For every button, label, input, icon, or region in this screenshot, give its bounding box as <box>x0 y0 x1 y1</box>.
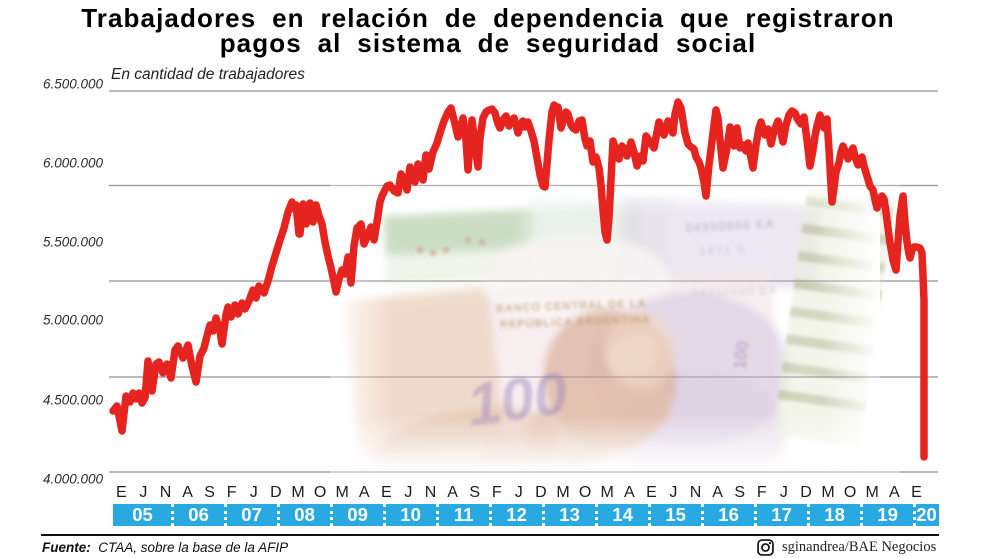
svg-text:M: M <box>601 484 614 501</box>
svg-text:O: O <box>844 484 856 501</box>
svg-text:J: J <box>780 484 788 501</box>
svg-text:A: A <box>182 484 193 501</box>
svg-text:N: N <box>160 484 172 501</box>
svg-text:04950660 EA: 04950660 EA <box>685 216 775 235</box>
svg-text:100: 100 <box>730 340 752 370</box>
svg-text:D: D <box>535 484 547 501</box>
svg-text:M: M <box>291 484 304 501</box>
svg-text:J: J <box>404 484 412 501</box>
svg-text:J: J <box>250 484 258 501</box>
svg-text:J: J <box>139 484 147 501</box>
svg-text:BANCO CENTRAL DE LA: BANCO CENTRAL DE LA <box>496 298 647 315</box>
svg-text:A: A <box>712 484 723 501</box>
svg-text:E: E <box>116 484 127 501</box>
svg-text:O: O <box>579 484 591 501</box>
svg-text:J: J <box>515 484 523 501</box>
svg-text:04950660 EA: 04950660 EA <box>692 285 779 300</box>
svg-text:M: M <box>556 484 569 501</box>
svg-text:E: E <box>646 484 657 501</box>
svg-text:F: F <box>757 484 767 501</box>
svg-text:E: E <box>381 484 392 501</box>
svg-text:J: J <box>669 484 677 501</box>
svg-text:M: M <box>866 484 879 501</box>
svg-text:S: S <box>469 484 480 501</box>
svg-text:S: S <box>734 484 745 501</box>
svg-text:F: F <box>492 484 502 501</box>
svg-text:N: N <box>425 484 437 501</box>
svg-text:O: O <box>314 484 326 501</box>
svg-text:F: F <box>227 484 237 501</box>
svg-text:N: N <box>690 484 702 501</box>
svg-text:M: M <box>336 484 349 501</box>
svg-text:D: D <box>800 484 812 501</box>
svg-text:M: M <box>821 484 834 501</box>
svg-text:A: A <box>359 484 370 501</box>
svg-text:E: E <box>911 484 922 501</box>
svg-text:A: A <box>889 484 900 501</box>
svg-text:A: A <box>447 484 458 501</box>
svg-text:A: A <box>624 484 635 501</box>
svg-text:1671 S: 1671 S <box>700 244 747 258</box>
svg-text:D: D <box>270 484 282 501</box>
svg-text:S: S <box>204 484 215 501</box>
svg-text:REPÚBLICA ARGENTINA: REPÚBLICA ARGENTINA <box>500 313 651 331</box>
